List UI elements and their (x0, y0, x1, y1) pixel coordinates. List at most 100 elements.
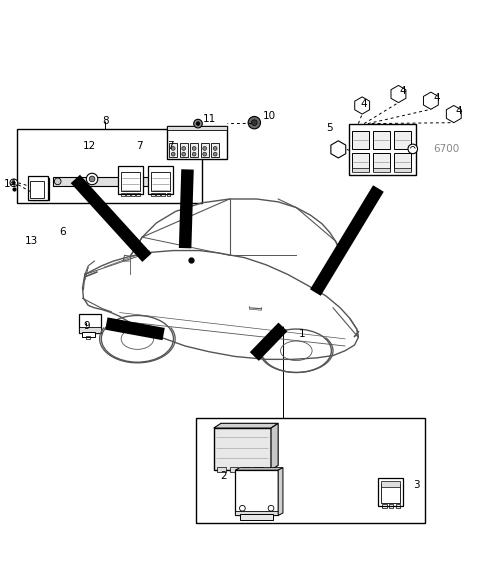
Bar (167, 193, 170, 196)
Bar (394, 131, 411, 149)
Bar (352, 167, 369, 173)
Bar (254, 467, 263, 472)
Polygon shape (278, 468, 283, 515)
Text: 7: 7 (136, 140, 143, 150)
Bar (372, 153, 390, 171)
Polygon shape (391, 86, 406, 103)
Circle shape (213, 147, 217, 150)
Text: 5: 5 (326, 123, 333, 133)
Bar (168, 126, 227, 130)
Text: 1: 1 (299, 329, 305, 339)
Bar (196, 417, 425, 522)
Bar (229, 467, 238, 472)
Bar (126, 193, 130, 196)
Circle shape (151, 178, 157, 185)
Bar (136, 193, 140, 196)
Circle shape (194, 119, 202, 128)
Bar (372, 131, 390, 149)
Bar (349, 124, 416, 175)
Polygon shape (214, 423, 278, 428)
Text: 3: 3 (413, 480, 420, 490)
Circle shape (171, 147, 175, 150)
Text: 9: 9 (83, 321, 90, 331)
Text: 4: 4 (399, 86, 406, 96)
Circle shape (203, 147, 206, 150)
Bar (118, 166, 143, 194)
Bar (82, 332, 95, 338)
Bar (235, 470, 278, 515)
Bar (180, 143, 188, 157)
Circle shape (240, 505, 245, 511)
Bar (17, 129, 202, 203)
Bar (201, 143, 208, 157)
Bar (151, 173, 170, 191)
Bar (381, 484, 400, 504)
Text: 8: 8 (102, 116, 109, 126)
Text: 2: 2 (220, 471, 227, 481)
Polygon shape (271, 423, 278, 470)
Bar (161, 193, 165, 196)
Text: 6: 6 (59, 227, 66, 237)
Bar (396, 504, 400, 508)
Bar (148, 166, 173, 194)
Text: 11: 11 (203, 114, 216, 124)
Bar (394, 167, 411, 173)
Circle shape (89, 176, 95, 182)
Bar (394, 153, 411, 171)
Circle shape (196, 122, 200, 126)
Circle shape (428, 97, 434, 104)
Circle shape (268, 505, 274, 511)
Bar (242, 467, 251, 472)
Bar (79, 327, 101, 333)
Circle shape (203, 152, 206, 156)
Text: 4: 4 (433, 93, 440, 103)
Bar (86, 336, 90, 339)
Circle shape (192, 152, 196, 156)
Bar (235, 511, 278, 515)
Text: 13: 13 (24, 236, 37, 246)
Circle shape (192, 147, 196, 150)
Circle shape (213, 152, 217, 156)
Circle shape (408, 144, 418, 154)
Circle shape (10, 179, 18, 187)
Bar (352, 153, 369, 171)
Text: 10: 10 (263, 111, 276, 121)
Bar (30, 177, 49, 200)
Circle shape (248, 116, 261, 129)
Bar (372, 167, 390, 173)
Bar (382, 504, 386, 508)
Bar (352, 131, 369, 149)
Polygon shape (446, 106, 461, 123)
Text: 14: 14 (3, 178, 17, 189)
Circle shape (54, 178, 61, 185)
Bar (169, 143, 177, 157)
Circle shape (86, 173, 98, 185)
Circle shape (182, 147, 186, 150)
Text: 7: 7 (168, 140, 174, 150)
Polygon shape (355, 97, 370, 114)
Polygon shape (235, 468, 283, 470)
Circle shape (182, 152, 186, 156)
Bar (168, 126, 227, 159)
Circle shape (335, 146, 342, 153)
Bar (33, 185, 47, 198)
Text: 12: 12 (83, 140, 96, 150)
Bar (211, 143, 219, 157)
Bar (120, 193, 124, 196)
Circle shape (359, 102, 365, 109)
Bar (53, 177, 158, 185)
Polygon shape (423, 92, 438, 109)
Bar (28, 176, 48, 200)
Bar (30, 181, 44, 198)
Bar (389, 504, 393, 508)
Bar (131, 193, 135, 196)
Circle shape (252, 120, 257, 126)
Bar (214, 428, 271, 470)
Circle shape (395, 90, 402, 97)
Bar (191, 143, 198, 157)
Circle shape (12, 181, 15, 184)
Text: 4: 4 (361, 99, 367, 109)
Bar (217, 467, 226, 472)
Text: 6700: 6700 (433, 144, 459, 154)
Text: 4: 4 (455, 106, 462, 116)
